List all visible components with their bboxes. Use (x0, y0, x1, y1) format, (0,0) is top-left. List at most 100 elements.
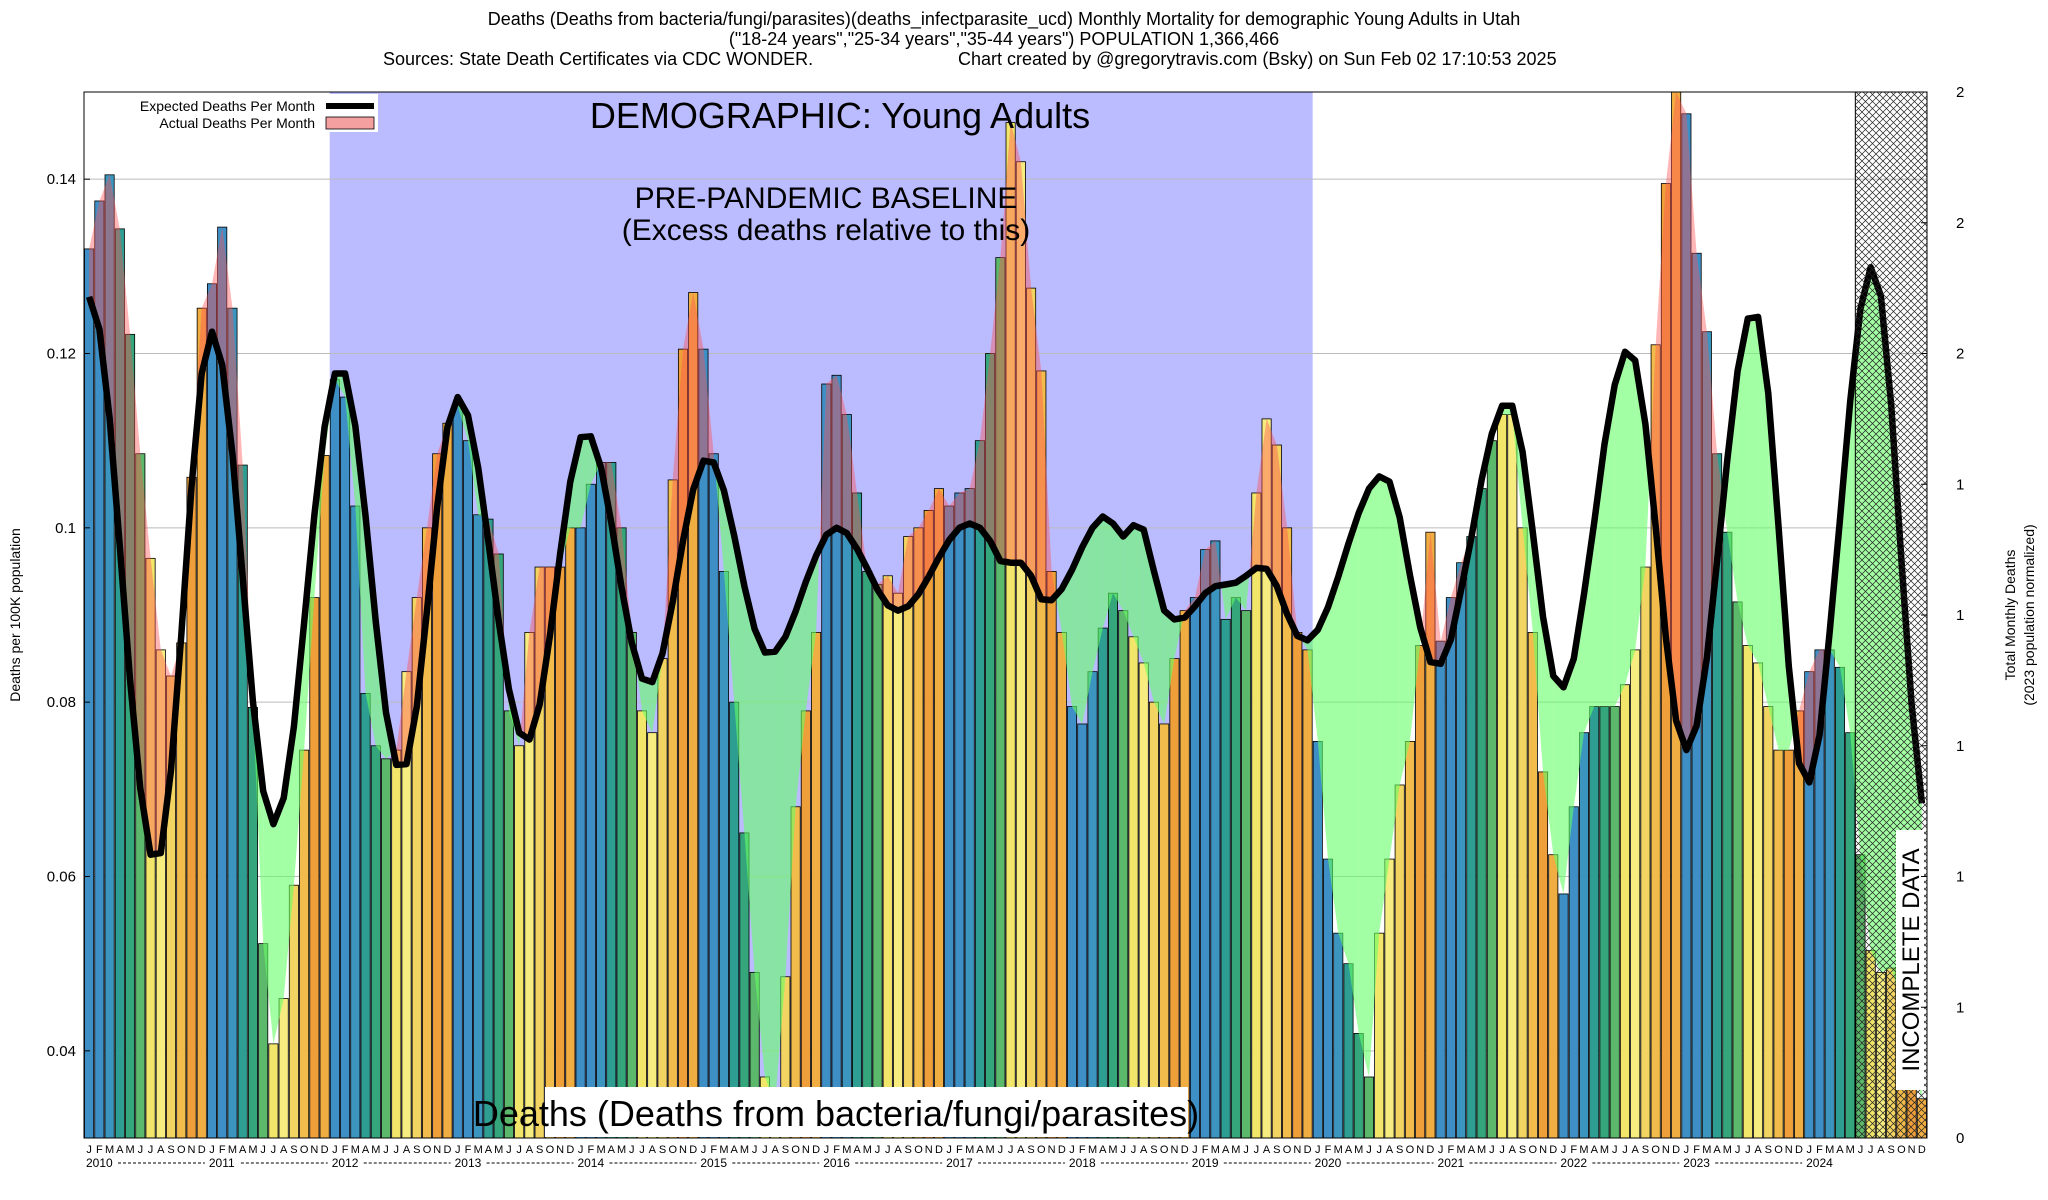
bar (370, 745, 381, 1138)
year-label: 2015 (700, 1156, 727, 1170)
bar (1363, 1076, 1374, 1138)
annotation: Deaths (Deaths from bacteria/fungi/paras… (473, 1093, 1199, 1134)
x-tick-label: J (1612, 1144, 1618, 1156)
legend-label: Expected Deaths Per Month (140, 98, 315, 114)
excess-area (836, 375, 847, 534)
x-tick-label: N (433, 1144, 441, 1156)
y2-tick-label: 1 (1956, 607, 1964, 624)
bar (401, 671, 412, 1138)
excess-area (1225, 582, 1236, 620)
x-tick-label: S (1642, 1144, 1649, 1156)
annotation: (Excess deaths relative to this) (622, 214, 1031, 247)
x-tick-label: O (1651, 1144, 1660, 1156)
excess-area (1174, 617, 1184, 659)
year-label: 2024 (1806, 1156, 1833, 1170)
x-tick-label: O (1037, 1144, 1046, 1156)
excess-area (754, 628, 765, 1077)
bar (1425, 531, 1436, 1138)
bar (1415, 645, 1426, 1138)
bar (1619, 684, 1630, 1138)
x-tick-label: J (271, 1144, 277, 1156)
excess-area (1031, 288, 1042, 600)
bar (1486, 440, 1497, 1138)
bar (493, 553, 504, 1138)
x-tick-label: M (1702, 1144, 1711, 1156)
bar (852, 492, 863, 1138)
excess-area (1164, 610, 1175, 724)
x-tick-label: D (1426, 1144, 1434, 1156)
x-tick-label: J (1192, 1144, 1198, 1156)
excess-area (1727, 370, 1738, 602)
x-tick-label: J (1858, 1144, 1864, 1156)
excess-area (744, 586, 755, 973)
bar (1701, 331, 1712, 1138)
bar (227, 307, 238, 1138)
x-tick-label: D (198, 1144, 206, 1156)
bar (1527, 632, 1538, 1138)
bar (206, 283, 217, 1138)
x-tick-label: D (1181, 1144, 1189, 1156)
excess-area (1113, 523, 1124, 611)
x-tick-label: J (875, 1144, 881, 1156)
x-tick-label: J (1069, 1144, 1075, 1156)
bar (1230, 597, 1241, 1138)
year-label: 2023 (1683, 1156, 1710, 1170)
bar (1507, 414, 1518, 1138)
x-tick-label: M (474, 1144, 483, 1156)
x-tick-label: S (1027, 1144, 1034, 1156)
x-tick-label: S (1887, 1144, 1894, 1156)
excess-area (1358, 488, 1369, 1078)
bar (1804, 671, 1815, 1138)
bar (872, 584, 883, 1138)
excess-area (1041, 370, 1052, 601)
expected-line (86, 263, 1926, 858)
bar (1333, 932, 1344, 1138)
bar (1210, 540, 1221, 1138)
bar (882, 575, 893, 1138)
bar (1148, 701, 1159, 1138)
bar (1200, 549, 1211, 1138)
year-label: 2019 (1192, 1156, 1219, 1170)
bar (555, 566, 566, 1138)
incomplete-label-box (1896, 830, 1924, 1090)
bar (698, 348, 709, 1138)
x-tick-label: O (423, 1144, 432, 1156)
bar (196, 307, 207, 1138)
x-tick-label: A (1386, 1144, 1394, 1156)
x-tick-label: J (332, 1144, 338, 1156)
x-tick-label: M (842, 1144, 851, 1156)
bar (1630, 649, 1641, 1138)
bar (862, 571, 873, 1138)
x-tick-label: M (494, 1144, 503, 1156)
excess-area (1133, 525, 1144, 663)
x-tick-label: F (710, 1144, 717, 1156)
excess-area (1553, 676, 1564, 894)
excess-area (819, 384, 827, 549)
x-tick-label: J (1622, 1144, 1628, 1156)
excess-area (1276, 445, 1288, 615)
excess-area (140, 453, 151, 855)
x-tick-label: M (1088, 1144, 1097, 1156)
x-tick-label: F (833, 1144, 840, 1156)
x-tick-label: N (925, 1144, 933, 1156)
excess-area (1266, 418, 1277, 587)
x-tick-label: J (1366, 1144, 1372, 1156)
x-tick-label: J (1561, 1144, 1567, 1156)
bar (1732, 601, 1743, 1138)
x-tick-label: A (771, 1144, 779, 1156)
y2-tick-label: 2 (1956, 346, 1964, 363)
excess-area (1512, 405, 1523, 528)
x-tick-label: N (1416, 1144, 1424, 1156)
y2-tick-label: 0 (1956, 1130, 1964, 1147)
x-tick-label: D (321, 1144, 329, 1156)
bar (217, 226, 228, 1138)
x-tick-label: F (1202, 1144, 1209, 1156)
bar (452, 405, 463, 1138)
x-tick-label: M (1477, 1144, 1486, 1156)
x-tick-label: N (188, 1144, 196, 1156)
excess-area (723, 490, 735, 703)
bar (933, 488, 944, 1138)
bar (1568, 806, 1579, 1138)
x-tick-label: J (1120, 1144, 1126, 1156)
x-tick-label: N (802, 1144, 810, 1156)
